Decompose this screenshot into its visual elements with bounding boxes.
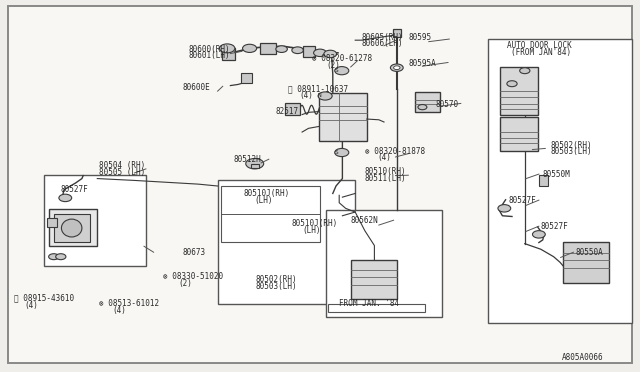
Bar [500,67,538,115]
Circle shape [220,44,235,53]
Bar [415,92,440,112]
Bar [319,93,367,141]
Text: 80600E: 80600E [182,83,210,92]
Bar [241,73,252,83]
Bar [260,43,276,54]
Bar [49,209,97,246]
Text: 80605(RH): 80605(RH) [362,33,403,42]
Text: 80527F: 80527F [61,185,88,194]
Circle shape [335,67,349,75]
Bar [303,46,315,57]
Text: N: N [318,93,322,99]
Text: 80503(LH): 80503(LH) [256,282,298,291]
Text: 80527F: 80527F [509,196,536,205]
Text: (4): (4) [300,91,314,100]
Circle shape [324,50,337,58]
Circle shape [507,81,517,87]
Circle shape [59,194,72,202]
Text: FROM JAN. '84: FROM JAN. '84 [339,299,399,308]
Text: 80606(LH): 80606(LH) [362,39,403,48]
Bar [222,48,235,60]
Text: 80570: 80570 [435,100,458,109]
Bar [563,242,609,283]
Bar [351,260,397,299]
Text: 80510J(RH): 80510J(RH) [291,219,337,228]
Text: Ⓝ 08911-10637: Ⓝ 08911-10637 [288,84,348,93]
Circle shape [318,92,332,100]
Bar [326,210,442,317]
Circle shape [335,148,349,157]
Text: ⊗ 08513-61012: ⊗ 08513-61012 [99,299,159,308]
Bar [218,180,355,304]
Bar [47,218,57,227]
Circle shape [418,105,427,110]
Circle shape [56,254,66,260]
Ellipse shape [61,219,82,237]
Text: (LH): (LH) [255,196,273,205]
Text: 80550M: 80550M [543,170,570,179]
Text: ⊗ 08320-81878: ⊗ 08320-81878 [365,147,425,155]
Text: 80504 (RH): 80504 (RH) [99,161,145,170]
Text: AUTO DOOR LOCK: AUTO DOOR LOCK [507,41,572,50]
Bar [488,39,632,323]
Bar [393,29,401,37]
Circle shape [292,47,303,54]
Text: 80595A: 80595A [408,59,436,68]
Text: 80502(RH): 80502(RH) [550,141,592,150]
Circle shape [276,46,287,52]
Text: 80550A: 80550A [576,248,604,257]
Text: 80510J(RH): 80510J(RH) [243,189,289,198]
Text: (2): (2) [326,61,340,70]
Text: S: S [335,150,339,155]
Text: (FROM JAN'84): (FROM JAN'84) [511,48,571,57]
Circle shape [532,231,545,238]
Circle shape [394,66,400,70]
Text: 80502(RH): 80502(RH) [256,275,298,284]
Text: ⊗ 08320-61278: ⊗ 08320-61278 [312,54,372,63]
Text: A805A0066: A805A0066 [562,353,604,362]
Circle shape [314,49,326,57]
Text: (4): (4) [378,153,392,162]
Text: ⓥ 08915-43610: ⓥ 08915-43610 [14,294,74,303]
Text: 80595: 80595 [408,33,431,42]
Bar [328,304,425,312]
Text: S: S [335,68,339,73]
Text: 80673: 80673 [182,248,205,257]
Circle shape [520,68,530,74]
Circle shape [49,254,59,260]
Bar [285,103,300,115]
Circle shape [498,205,511,212]
Text: 80511(LH): 80511(LH) [365,174,406,183]
Bar [251,164,259,168]
Bar [221,186,320,242]
Text: 80562N: 80562N [350,216,378,225]
Bar [500,117,538,151]
Text: 80503(LH): 80503(LH) [550,147,592,156]
Circle shape [390,64,403,71]
Text: ⊗ 08330-51020: ⊗ 08330-51020 [163,272,223,281]
Text: 80527F: 80527F [541,222,568,231]
Text: (2): (2) [178,279,192,288]
Text: (LH): (LH) [303,226,321,235]
Circle shape [246,158,264,169]
Text: 80601(LH): 80601(LH) [189,51,230,60]
Text: 80600(RH): 80600(RH) [189,45,230,54]
Text: 80505 (LH): 80505 (LH) [99,168,145,177]
Text: 80512H: 80512H [234,155,261,164]
Bar [539,175,548,186]
Bar [44,175,146,266]
Circle shape [243,44,257,52]
Text: 82517: 82517 [275,107,298,116]
Text: (4): (4) [112,306,126,315]
Text: (4): (4) [24,301,38,310]
Bar [54,214,90,242]
Text: 80510(RH): 80510(RH) [365,167,406,176]
